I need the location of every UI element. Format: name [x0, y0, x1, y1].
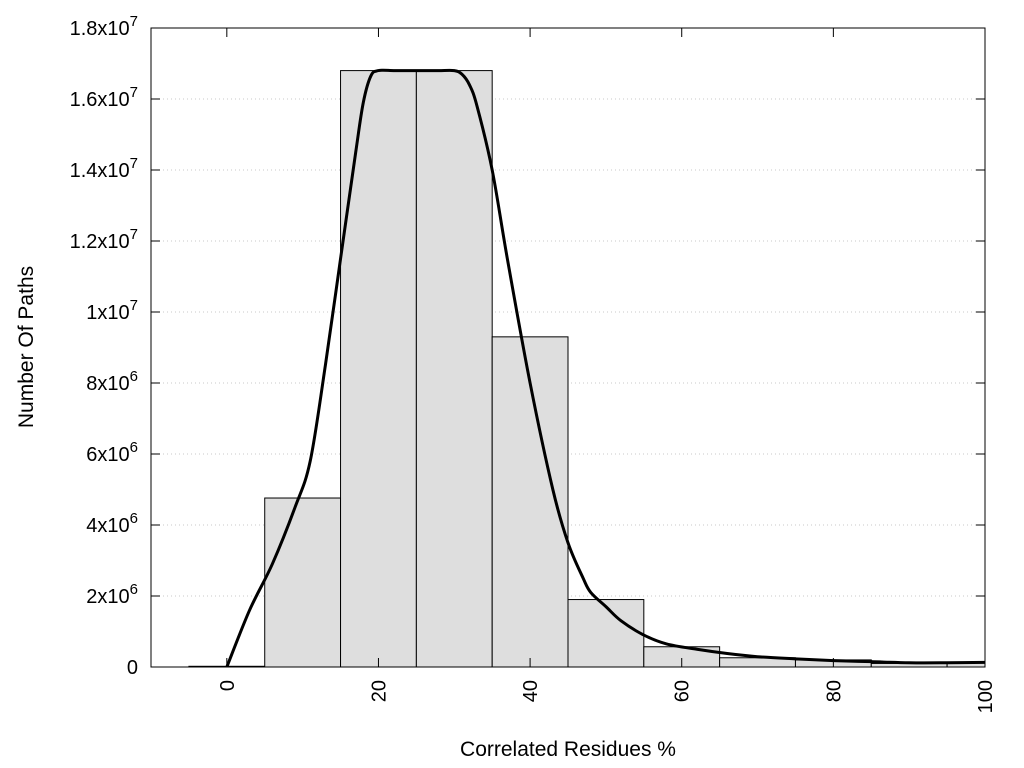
x-tick-label: 100 — [975, 680, 997, 713]
y-tick-label: 1x107 — [86, 297, 138, 324]
y-tick-label: 4x106 — [86, 510, 138, 537]
bar-layer — [188, 70, 986, 668]
curve-layer — [225, 68, 986, 668]
y-tick-label: 1.2x107 — [70, 226, 138, 253]
histogram-bar-3 — [415, 70, 493, 668]
y-tick-labels: 0 2x106 4x106 6x106 8x106 1x107 1.2x107 1.4x107… — [70, 13, 138, 679]
smoothed-curve — [225, 68, 986, 668]
x-tick-label: 20 — [368, 680, 390, 702]
tick-layer — [151, 27, 986, 668]
x-tick-label: 60 — [672, 680, 694, 702]
y-tick-label: 2x106 — [86, 581, 138, 608]
histogram-bar-2 — [340, 70, 417, 668]
y-tick-label: 8x106 — [86, 368, 138, 395]
y-tick-label: 1.6x107 — [70, 84, 138, 111]
plot-frame — [150, 27, 986, 668]
x-tick-labels: 0 20 40 60 80 100 — [217, 680, 997, 713]
histogram-bar-1 — [264, 497, 342, 668]
x-axis-title: Correlated Residues % — [460, 738, 676, 761]
x-tick-label: 80 — [823, 680, 845, 702]
x-tick-label: 0 — [217, 680, 239, 691]
histogram-bar-5 — [567, 599, 645, 668]
x-tick-label: 40 — [520, 680, 542, 702]
y-tick-label: 0 — [127, 657, 138, 679]
y-tick-label: 1.4x107 — [70, 155, 138, 182]
y-tick-label: 6x106 — [86, 439, 138, 466]
y-tick-label: 1.8x107 — [70, 13, 138, 40]
y-axis-title: Number Of Paths — [15, 266, 38, 428]
